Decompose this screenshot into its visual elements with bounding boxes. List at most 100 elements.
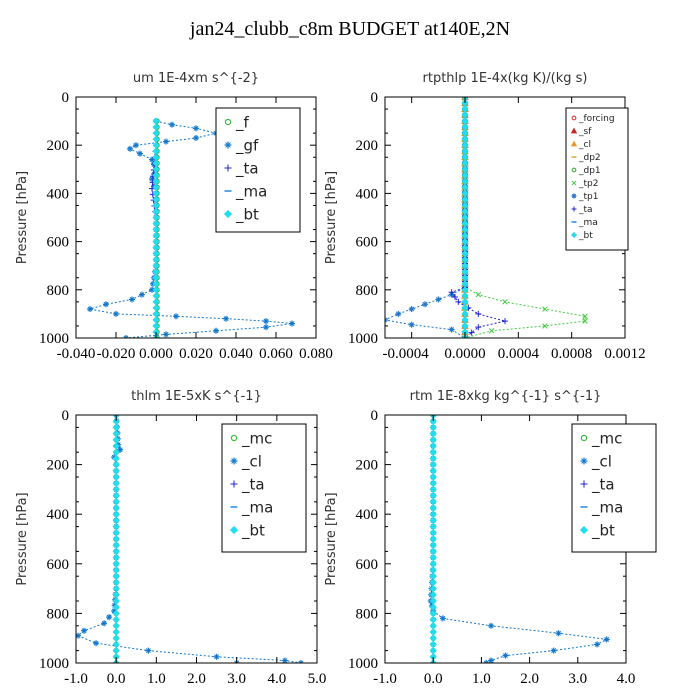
panel-title: thlm 1E-5xK s^{-1} <box>131 389 262 404</box>
plot-area <box>385 97 588 338</box>
x-tick-label: 0.0000 <box>444 346 485 362</box>
data-point <box>408 306 415 313</box>
data-point <box>429 572 437 580</box>
data-point <box>502 299 508 305</box>
panel-title: rtpthlp 1E-4x(kg K)/(kg s) <box>423 71 588 86</box>
legend-marker <box>571 193 577 199</box>
data-point <box>193 134 199 141</box>
data-point <box>149 175 155 182</box>
data-point <box>555 630 562 637</box>
data-point <box>475 291 482 298</box>
plot-area <box>76 415 304 663</box>
y-tick-label: 1000 <box>348 331 378 347</box>
plot-area <box>87 117 295 338</box>
data-point <box>542 323 548 329</box>
x-tick-label: 0.060 <box>259 346 293 362</box>
y-tick-label: 800 <box>47 283 70 299</box>
y-tick-label: 400 <box>47 186 70 202</box>
x-tick-label: 0.000 <box>139 346 173 362</box>
x-tick-label: 1.0 <box>472 671 491 687</box>
data-point <box>475 324 482 331</box>
data-point <box>488 622 495 629</box>
y-axis-label: Pressure [hPa] <box>15 171 30 264</box>
legend-marker <box>223 209 233 219</box>
y-tick-label: 800 <box>47 606 70 622</box>
legend-marker <box>229 525 239 535</box>
data-point <box>603 636 610 643</box>
legend-label: _mc <box>591 429 622 448</box>
legend-label: _tp1 <box>578 192 598 202</box>
legend-marker <box>230 457 238 465</box>
x-tick-label: 5.0 <box>308 671 327 687</box>
data-point <box>133 142 139 149</box>
data-point <box>129 296 135 303</box>
x-tick-label: 0.0012 <box>604 346 645 362</box>
y-tick-label: 600 <box>356 235 379 251</box>
data-point <box>594 641 601 648</box>
data-point <box>429 616 437 624</box>
y-axis-label: Pressure [hPa] <box>15 492 30 585</box>
data-point <box>101 620 108 627</box>
data-point <box>448 289 455 296</box>
data-point <box>422 301 428 308</box>
legend-label: _gf <box>235 136 259 155</box>
data-point <box>145 647 152 654</box>
data-point <box>139 291 145 298</box>
legend-label: _bt <box>235 205 259 224</box>
legend-label: _cl <box>241 452 262 471</box>
y-tick-label: 600 <box>356 557 379 573</box>
data-point <box>113 310 119 317</box>
legend-label: _cl <box>578 140 591 150</box>
series-bt <box>112 415 120 663</box>
series-bt <box>429 415 437 663</box>
data-point <box>137 150 143 157</box>
data-point <box>223 315 229 322</box>
legend-label: _mc <box>241 429 272 448</box>
data-point <box>429 622 437 630</box>
x-tick-label: 0.0008 <box>551 346 592 362</box>
legend-label: _tp2 <box>578 179 598 189</box>
panel-title: um 1E-4xm s^{-2} <box>133 71 259 86</box>
x-tick-label: 3.0 <box>227 671 246 687</box>
legend-label: _ta <box>241 475 265 494</box>
data-point <box>475 310 482 317</box>
data-point <box>502 652 509 659</box>
data-point <box>297 660 304 663</box>
data-point <box>455 298 462 305</box>
legend-label: _ma <box>241 498 273 517</box>
legend-label: _ta <box>578 205 593 215</box>
series-line <box>430 415 609 663</box>
y-tick-label: 800 <box>356 283 379 299</box>
data-point <box>213 327 219 334</box>
legend-marker <box>571 115 577 121</box>
legend-box <box>565 107 629 251</box>
legend-marker <box>224 164 232 172</box>
legend-marker <box>571 206 577 212</box>
data-point <box>468 329 475 336</box>
legend-box <box>215 107 301 233</box>
y-tick-label: 400 <box>356 186 379 202</box>
legend-label: _ta <box>235 159 259 178</box>
legend-label: _forcing <box>578 114 615 124</box>
legend-label: _bt <box>578 231 593 241</box>
y-tick-label: 200 <box>47 138 70 154</box>
y-tick-label: 400 <box>47 507 70 523</box>
legend-label: _dp1 <box>578 166 601 176</box>
data-point <box>429 634 437 642</box>
legend-label: _sf <box>578 127 592 137</box>
data-point <box>542 306 548 312</box>
legend: _forcing _sf _cl _dp2 _dp1 _tp2 _tp1 _ta _ma _bt <box>565 107 629 251</box>
data-point <box>173 313 179 320</box>
series-bt <box>461 97 469 338</box>
x-tick-label: -1.0 <box>373 671 397 687</box>
legend-marker <box>230 480 238 488</box>
legend-marker <box>580 457 588 465</box>
data-point <box>81 627 88 634</box>
series-line <box>450 97 506 338</box>
x-tick-label: 0.020 <box>179 346 213 362</box>
y-tick-label: 1000 <box>39 331 69 347</box>
data-point <box>163 138 169 145</box>
y-tick-label: 800 <box>356 606 379 622</box>
data-point <box>439 615 446 622</box>
data-point <box>103 301 109 308</box>
